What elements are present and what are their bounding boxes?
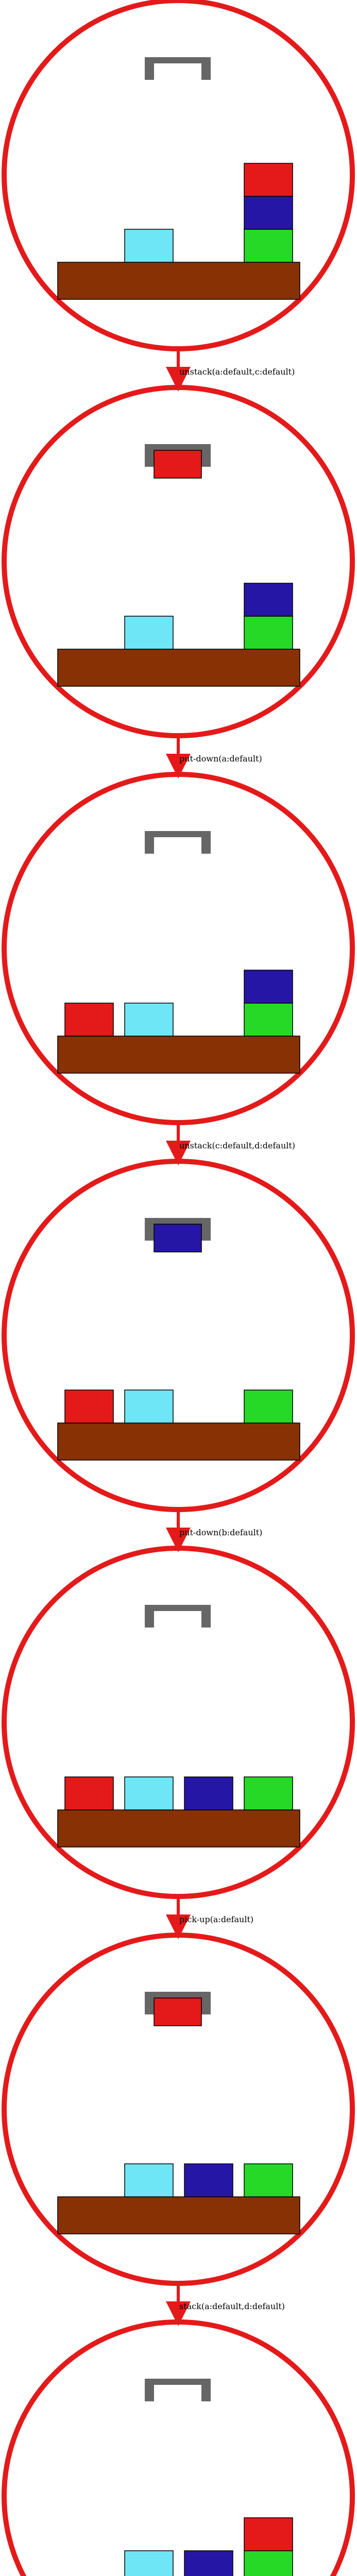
gripper-right-jaw [201, 2379, 211, 2401]
table [57, 2196, 300, 2234]
block-b [184, 2163, 233, 2197]
block-d [124, 616, 174, 650]
table [57, 262, 300, 300]
block-c [244, 2163, 293, 2197]
action-label: put-down(a:default) [179, 754, 262, 764]
action-label: unstack(c:default,d:default) [179, 1141, 295, 1150]
block-c [244, 1776, 293, 1810]
block-b [244, 970, 293, 1004]
block-d [124, 1389, 174, 1423]
action-label: stack(a:default,d:default) [179, 2301, 285, 2311]
gripper-left-jaw [145, 831, 154, 854]
gripper-icon [145, 2379, 211, 2401]
gripper-left-jaw [145, 1605, 154, 1628]
state-2 [2, 385, 355, 738]
state-7 [2, 2319, 355, 2576]
held-block-b [154, 1224, 202, 1252]
gripper-left-jaw [145, 444, 154, 467]
gripper-icon [145, 444, 211, 467]
block-d [124, 2550, 174, 2576]
table [57, 1809, 300, 1848]
gripper-left-jaw [145, 57, 154, 80]
block-b [184, 1776, 233, 1810]
gripper-bar [145, 444, 211, 450]
gripper-right-jaw [201, 831, 211, 854]
gripper-icon [145, 1218, 211, 1241]
held-block-a [154, 450, 202, 479]
gripper-right-jaw [201, 1218, 211, 1241]
block-d [124, 2163, 174, 2197]
block-a [64, 1389, 114, 1423]
gripper-icon [145, 57, 211, 80]
gripper-icon [145, 831, 211, 854]
block-d [124, 229, 174, 263]
gripper-right-jaw [201, 1992, 211, 2014]
gripper-left-jaw [145, 1992, 154, 2014]
block-c [244, 2550, 293, 2576]
block-a [244, 163, 293, 197]
action-label: put-down(b:default) [179, 1528, 262, 1537]
gripper-left-jaw [145, 2379, 154, 2401]
block-b [244, 196, 293, 230]
block-a [64, 1003, 114, 1037]
state-5 [2, 1546, 355, 1899]
block-c [244, 1389, 293, 1423]
block-c [244, 1003, 293, 1037]
gripper-icon [145, 1992, 211, 2014]
block-c [244, 229, 293, 263]
state-4 [2, 1159, 355, 1512]
block-b [244, 583, 293, 617]
gripper-bar [145, 57, 211, 63]
held-block-a [154, 1997, 202, 2026]
gripper-bar [145, 2379, 211, 2385]
state-6 [2, 1933, 355, 2286]
block-a [64, 1776, 114, 1810]
gripper-bar [145, 1992, 211, 1998]
table [57, 649, 300, 687]
gripper-right-jaw [201, 444, 211, 467]
gripper-right-jaw [201, 1605, 211, 1628]
state-1 [2, 0, 355, 351]
table [57, 1036, 300, 1074]
gripper-bar [145, 1218, 211, 1224]
block-d [124, 1003, 174, 1037]
block-b [184, 2550, 233, 2576]
table [57, 1422, 300, 1461]
state-circle [2, 2319, 355, 2576]
gripper-icon [145, 1605, 211, 1628]
block-d [124, 1776, 174, 1810]
gripper-right-jaw [201, 57, 211, 80]
gripper-left-jaw [145, 1218, 154, 1241]
gripper-bar [145, 831, 211, 837]
block-c [244, 616, 293, 650]
action-label: pick-up(a:default) [179, 1914, 253, 1924]
gripper-bar [145, 1605, 211, 1611]
state-3 [2, 772, 355, 1125]
block-a [244, 2517, 293, 2551]
action-label: unstack(a:default,c:default) [179, 367, 295, 377]
